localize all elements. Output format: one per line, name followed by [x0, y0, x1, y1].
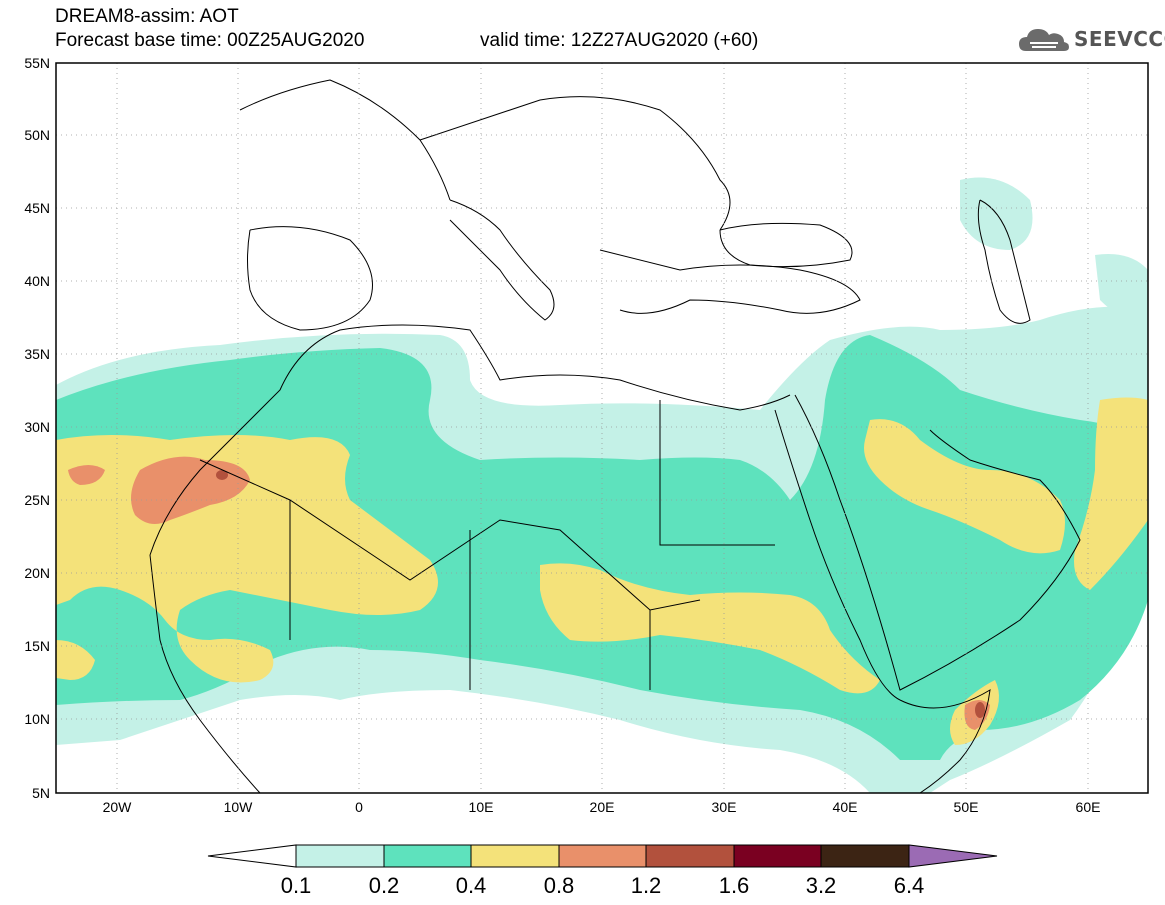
coastline-black-sea — [719, 222, 853, 268]
aot-region-03 — [1095, 254, 1148, 330]
coastline-horn-africa — [899, 689, 991, 793]
coastline-west-africa — [149, 554, 261, 793]
lon-label: 50E — [954, 799, 979, 815]
coastlines — [149, 79, 1081, 793]
forecast-base-time: Forecast base time: 00Z25AUG2020 — [55, 30, 365, 51]
lat-label: 15N — [24, 638, 50, 654]
coastline-red-sea — [774, 409, 901, 701]
lon-label: 20W — [103, 799, 133, 815]
lon-label: 40E — [833, 799, 858, 815]
aot-region-14 — [216, 470, 228, 480]
lon-label: 60E — [1076, 799, 1101, 815]
lon-label: 10W — [224, 799, 254, 815]
colorbar-segment — [295, 844, 385, 868]
borders-africa — [199, 400, 775, 690]
colorbar: 0.1 0.2 0.4 0.8 1.2 1.6 3.2 6.4 — [207, 844, 998, 898]
colorbar-label: 0.4 — [456, 873, 487, 898]
colorbar-segment — [558, 844, 647, 868]
colorbar-segment — [820, 844, 910, 868]
aot-region-15 — [975, 702, 985, 718]
colorbar-segment — [470, 844, 560, 868]
coastline-north-africa — [149, 324, 791, 556]
colorbar-segment — [383, 844, 472, 868]
lon-label: 30E — [712, 799, 737, 815]
colorbar-label: 0.8 — [544, 873, 575, 898]
lat-label: 55N — [24, 55, 50, 71]
cloud-icon — [1019, 29, 1069, 51]
aot-region-08 — [864, 419, 1065, 554]
coastline-caspian — [977, 199, 1031, 324]
coastline-arabia — [794, 394, 1081, 691]
colorbar-arrow-high — [908, 844, 998, 868]
latitude-labels: 5N 10N 15N 20N 25N 30N 35N 40N 45N 50N 5… — [24, 55, 50, 801]
lat-label: 35N — [24, 346, 50, 362]
aot-region-12 — [68, 465, 105, 485]
colorbar-label: 0.1 — [281, 873, 312, 898]
lat-label: 50N — [24, 127, 50, 143]
colorbar-label: 6.4 — [894, 873, 925, 898]
colorbar-segment — [733, 844, 822, 868]
graticule — [56, 63, 1148, 793]
colorbar-arrow-low — [207, 844, 297, 868]
lat-label: 20N — [24, 565, 50, 581]
lon-label: 0 — [355, 799, 363, 815]
colorbar-label: 0.2 — [369, 873, 400, 898]
lat-label: 45N — [24, 200, 50, 216]
map-title: DREAM8-assim: AOT — [55, 6, 239, 27]
colorbar-segment — [645, 844, 735, 868]
lat-label: 30N — [24, 419, 50, 435]
lat-label: 5N — [32, 785, 50, 801]
aot-region-09 — [1074, 397, 1148, 590]
map-frame — [55, 62, 1149, 794]
valid-time: valid time: 12Z27AUG2020 (+60) — [480, 30, 759, 51]
lat-label: 10N — [24, 711, 50, 727]
colorbar-label: 3.2 — [806, 873, 837, 898]
lon-label: 20E — [590, 799, 615, 815]
lon-label: 10E — [469, 799, 494, 815]
coastline-greece-turkey — [599, 249, 861, 314]
aot-field — [56, 177, 1148, 793]
aot-region-06 — [56, 640, 95, 680]
coastline-iberia — [247, 226, 373, 331]
coastline-italy — [449, 199, 555, 321]
aot-region-07 — [540, 563, 880, 694]
logo-text: SEEVCCC — [1074, 27, 1165, 51]
seevccc-logo: SEEVCCC — [1018, 25, 1165, 53]
lat-label: 40N — [24, 273, 50, 289]
lat-label: 25N — [24, 492, 50, 508]
colorbar-label: 1.6 — [719, 873, 750, 898]
coastline-europe — [239, 79, 731, 231]
colorbar-label: 1.2 — [631, 873, 662, 898]
longitude-labels: 20W 10W 0 10E 20E 30E 40E 50E 60E — [103, 799, 1101, 815]
